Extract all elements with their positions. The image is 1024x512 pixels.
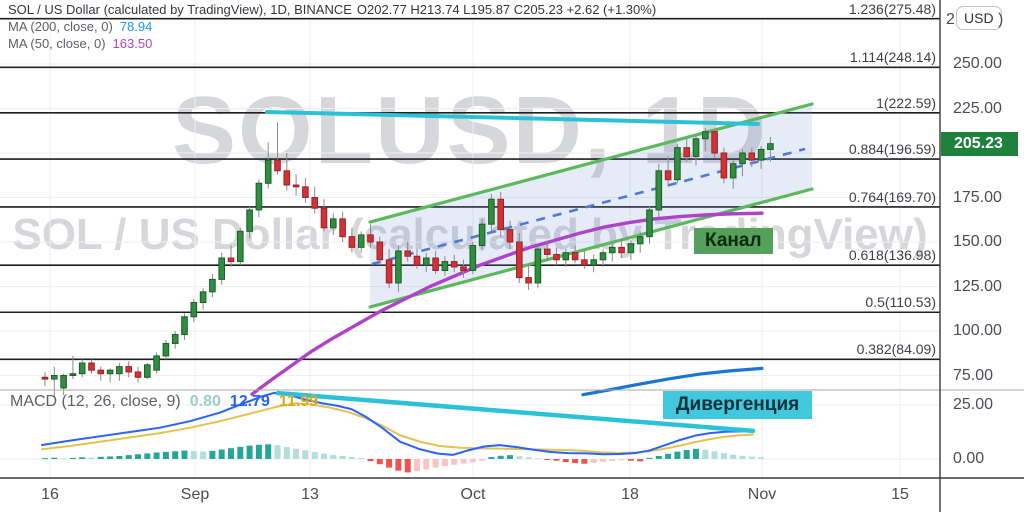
fib-level-label: 1(222.59) [876, 94, 936, 111]
fib-level-label: 0.5(110.53) [865, 294, 936, 311]
macd-value: 11.99 [278, 393, 319, 410]
macd-axis-label: 0.00 [953, 450, 985, 467]
price-axis-label: 125.00 [953, 277, 1002, 295]
macd-values: 0.80 12.79 11.99 [181, 393, 318, 410]
price-axis-label: 225.00 [953, 99, 1002, 117]
ma-label: MA (50, close, 0) [8, 36, 106, 51]
legend: SOL / US Dollar (calculated by TradingVi… [8, 2, 656, 51]
currency-usd-button[interactable]: USD [956, 6, 1002, 30]
time-axis-label: 18 [621, 486, 639, 503]
macd-legend[interactable]: MACD (12, 26, close, 9) 0.80 12.79 11.99 [10, 393, 318, 411]
price-axis-label: 250.00 [953, 55, 1002, 72]
ma-legend-row[interactable]: MA (50, close, 0) 163.50 [8, 36, 656, 51]
price-axis-label: 175.00 [953, 188, 1002, 206]
last-price-badge: 205.23 [941, 131, 1018, 156]
time-axis-label: 15 [891, 486, 909, 503]
indicator-legend: MA (200, close, 0) 78.94 MA (50, close, 0)… [8, 19, 656, 51]
time-axis-label: Oct [460, 486, 486, 503]
fib-level-label: 1.114(248.14) [849, 49, 936, 66]
ma-value: 78.94 [119, 19, 153, 34]
channel-annotation[interactable]: Канал [694, 228, 773, 254]
axis-top-left-fragment: 2 [946, 11, 955, 28]
ma-label: MA (200, close, 0) [8, 19, 113, 34]
fib-level-label: 0.764(169.70) [848, 188, 936, 205]
fib-level-label: 0.884(196.59) [848, 141, 936, 158]
ma-legend-row[interactable]: MA (200, close, 0) 78.94 [8, 19, 656, 34]
time-axis-label: Nov [747, 486, 777, 503]
macd-axis-label: 25.00 [953, 396, 994, 413]
axis-top-right-fragment: ) [998, 11, 1004, 28]
fib-level-label: 0.382(84.09) [856, 341, 936, 358]
symbol-title[interactable]: SOL / US Dollar (calculated by TradingVi… [8, 2, 656, 17]
ohlc-values: O202.77 H213.74 L195.87 C205.23 +2.62 (+… [356, 2, 657, 17]
macd-value: 0.80 [189, 393, 221, 410]
price-axis-label: 75.00 [953, 366, 994, 384]
fib-level-label: 1.236(275.48) [848, 0, 936, 17]
price-axis-label: 150.00 [953, 233, 1002, 250]
time-axis-label: Sep [180, 486, 210, 503]
macd-value: 12.79 [229, 393, 270, 410]
price-axis-label: 100.00 [953, 322, 1002, 339]
divergence-annotation[interactable]: Дивергенция [663, 391, 813, 419]
time-axis-label: 16 [41, 486, 59, 503]
macd-label: MACD (12, 26, close, 9) [10, 393, 181, 410]
symbol-description: SOL / US Dollar (calculated by TradingVi… [8, 2, 352, 17]
ma-value: 163.50 [112, 36, 153, 51]
time-axis-label: 13 [301, 486, 319, 503]
fib-level-label: 0.618(136.98) [848, 247, 936, 264]
